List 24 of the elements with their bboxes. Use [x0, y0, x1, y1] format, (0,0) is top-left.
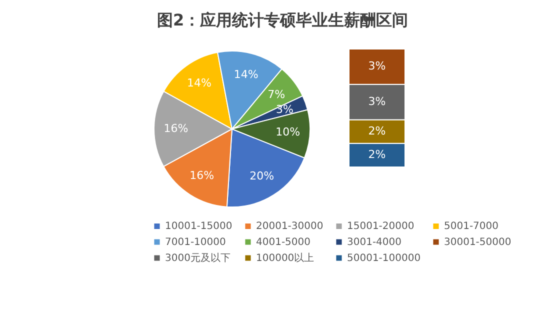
legend-label: 5001-7000: [444, 221, 499, 232]
legend-label: 3000元及以下: [165, 252, 230, 264]
data-label: 7%: [268, 88, 286, 101]
data-label: 20%: [250, 169, 274, 182]
data-label: 14%: [186, 76, 212, 90]
legend-label: 15001-20000: [347, 221, 414, 232]
legend-label: 7001-10000: [165, 237, 226, 248]
legend-label: 4001-5000: [256, 237, 311, 248]
data-label: 16%: [164, 122, 188, 135]
data-label: 2%: [368, 124, 386, 138]
data-label: 3%: [368, 95, 386, 108]
data-label: 14%: [234, 68, 258, 81]
data-label: 2%: [368, 148, 386, 162]
legend-label: 3001-4000: [347, 237, 402, 248]
data-label: 16%: [190, 169, 214, 182]
legend-label: 100000以上: [256, 252, 314, 264]
legend-label: 50001-100000: [347, 253, 421, 264]
data-label: 10%: [276, 126, 300, 139]
legend-label: 10001-15000: [165, 221, 232, 232]
data-label: 3%: [368, 60, 386, 73]
legend-label: 30001-50000: [444, 237, 512, 248]
data-label: 3%: [276, 103, 294, 116]
legend-label: 20001-30000: [256, 221, 324, 232]
chart-title: 图2：应用统计专硕毕业生薪酬区间: [157, 10, 408, 30]
